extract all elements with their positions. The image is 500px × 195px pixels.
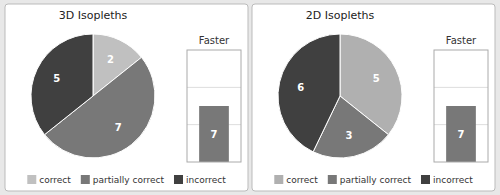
legend-label: incorrect bbox=[433, 175, 473, 185]
data-label: 7 bbox=[458, 129, 465, 140]
legend-swatch bbox=[274, 175, 283, 184]
legend: correct partially correct incorrect bbox=[274, 175, 473, 185]
panel-background bbox=[252, 4, 495, 191]
data-label: 3 bbox=[345, 130, 352, 141]
plot-frame bbox=[187, 50, 241, 162]
bars bbox=[199, 106, 229, 162]
legend: correct partially correct incorrect bbox=[27, 175, 226, 185]
bars bbox=[446, 106, 476, 162]
data-label: 7 bbox=[115, 122, 122, 133]
data-label: 2 bbox=[107, 54, 114, 65]
legend-label: partially correct bbox=[340, 175, 412, 185]
legend-swatch bbox=[81, 175, 90, 184]
pie-labels: 5 3 6 bbox=[297, 73, 380, 141]
grid-line bbox=[187, 87, 241, 88]
data-label: 7 bbox=[211, 129, 218, 140]
pie-slice bbox=[31, 34, 93, 135]
pie-slices bbox=[31, 34, 155, 158]
data-label: 6 bbox=[297, 82, 304, 93]
legend-label: correct bbox=[39, 175, 71, 185]
legend-label: partially correct bbox=[93, 175, 165, 185]
legend-item: incorrect bbox=[421, 175, 473, 185]
chart-title: Faster bbox=[199, 35, 230, 46]
legend-swatch bbox=[328, 175, 337, 184]
legend-item: correct bbox=[274, 175, 318, 185]
chart-title: Faster bbox=[446, 35, 477, 46]
plot-frame bbox=[434, 50, 488, 162]
legend-swatch bbox=[421, 175, 430, 184]
chart-title: 2D Isopleths bbox=[306, 9, 375, 22]
data-label: 5 bbox=[53, 73, 60, 84]
legend-swatch bbox=[27, 175, 36, 184]
legend-swatch bbox=[174, 175, 183, 184]
legend-item: incorrect bbox=[174, 175, 226, 185]
pie-labels: 2 7 5 bbox=[53, 54, 121, 133]
chart-title: 3D Isopleths bbox=[59, 9, 128, 22]
legend-item: correct bbox=[27, 175, 71, 185]
legend-label: correct bbox=[286, 175, 318, 185]
legend-label: incorrect bbox=[186, 175, 226, 185]
legend-item: partially correct bbox=[328, 175, 412, 185]
grid-line bbox=[434, 87, 488, 88]
pie-slice bbox=[278, 34, 340, 152]
chart-canvas: 3D Isopleths 2 7 5 correct partially correct i… bbox=[0, 0, 500, 195]
data-label: 5 bbox=[373, 73, 380, 84]
pie-slices bbox=[278, 34, 402, 158]
bar bbox=[199, 106, 229, 162]
panel-background bbox=[5, 4, 248, 191]
bar bbox=[446, 106, 476, 162]
legend-item: partially correct bbox=[81, 175, 165, 185]
